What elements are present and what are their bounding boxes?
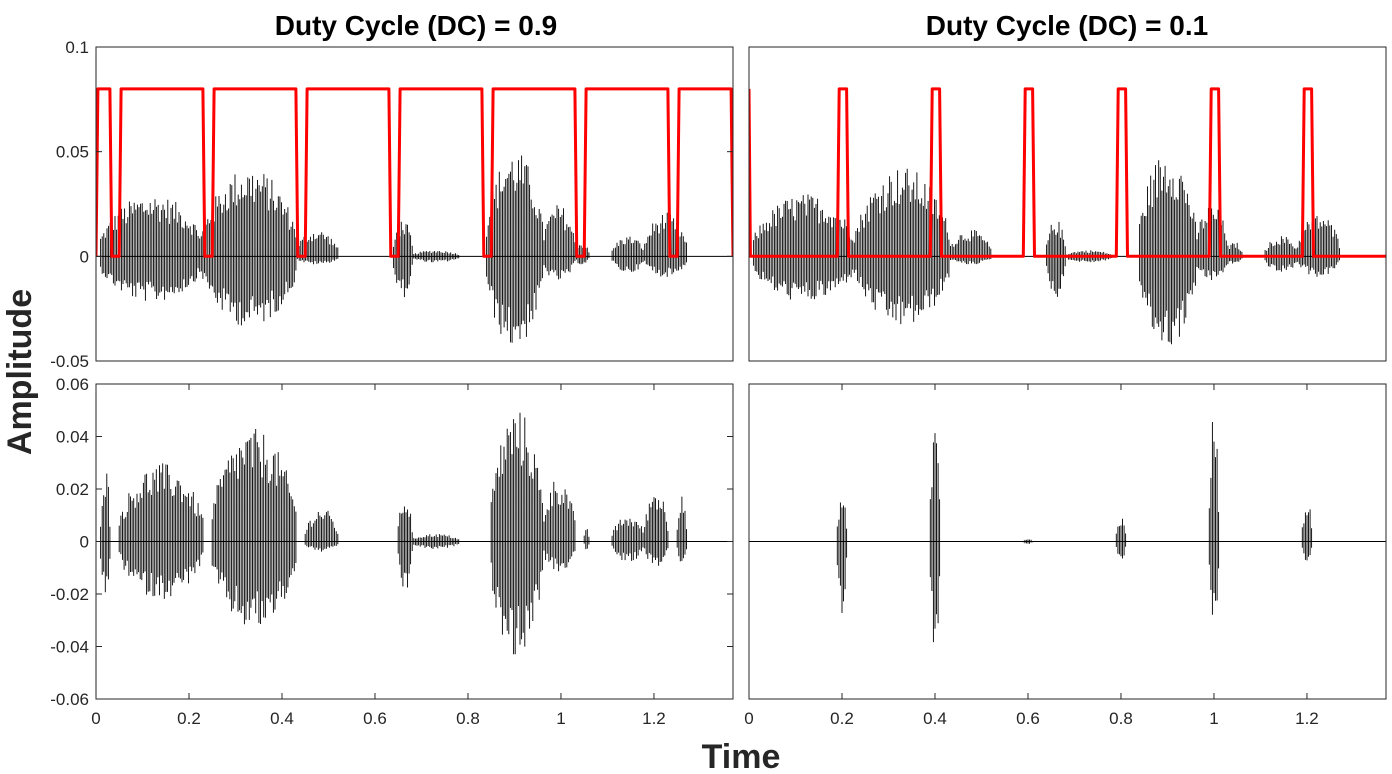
y-tick-label: -0.04 (50, 638, 89, 657)
x-tick-label: 0.6 (1016, 709, 1040, 728)
panel-top-left: -0.05 0 0.05 0.1 (50, 38, 734, 371)
x-tick-label: 0.4 (270, 709, 294, 728)
plot-area (96, 412, 733, 655)
x-tick-label: 0.8 (456, 709, 480, 728)
duty-cycle-pulse-series (96, 87, 733, 258)
y-tick-label: 0.06 (56, 375, 89, 394)
x-tick-label: 1.2 (1295, 709, 1319, 728)
y-tick-label: 0 (80, 247, 89, 266)
y-tick-label: 0 (80, 533, 89, 552)
axes-frame (95, 46, 734, 362)
y-tick-label: 0.04 (56, 428, 89, 447)
duty-cycle-pulse-series (749, 87, 1386, 258)
x-tick-label: 1 (1209, 709, 1218, 728)
waveform-series (753, 160, 1340, 345)
axes-frame (748, 46, 1387, 362)
waveform-series (836, 422, 1313, 643)
x-tick-label: 1 (556, 709, 565, 728)
y-tick-label: 0.05 (56, 143, 89, 162)
plot-area (749, 422, 1386, 643)
panel-bottom-right: 0 0.2 0.4 0.6 0.8 1 1.2 (744, 383, 1387, 728)
axes-frame (748, 383, 1387, 700)
y-tick-label: 0.02 (56, 480, 89, 499)
plot-area (749, 87, 1386, 345)
panel-bottom-left: -0.06 -0.04 -0.02 0 0.02 0.04 0.06 0 0.2 0.4 0.6 0.… (50, 375, 734, 728)
panel-top-right (748, 46, 1387, 362)
waveform-series (100, 155, 687, 343)
y-tick-label: -0.05 (50, 352, 89, 371)
x-tick-label: 0.4 (923, 709, 947, 728)
x-axis-label: Time (702, 738, 781, 774)
y-tick-label: -0.06 (50, 690, 89, 709)
panel-title-dc-0.9: Duty Cycle (DC) = 0.9 (275, 10, 557, 41)
x-tick-label: 1.2 (642, 709, 666, 728)
y-tick-label: -0.02 (50, 585, 89, 604)
y-tick-label: 0.1 (65, 38, 89, 57)
x-tick-label: 0 (744, 709, 753, 728)
panel-title-dc-0.1: Duty Cycle (DC) = 0.1 (926, 10, 1208, 41)
x-tick-label: 0.6 (363, 709, 387, 728)
x-tick-label: 0.8 (1109, 709, 1133, 728)
plot-area (96, 87, 733, 343)
x-tick-label: 0.2 (830, 709, 854, 728)
y-axis-label: Amplitude (1, 289, 39, 455)
x-tick-label: 0 (91, 709, 100, 728)
waveform-series (100, 412, 687, 655)
x-tick-label: 0.2 (177, 709, 201, 728)
